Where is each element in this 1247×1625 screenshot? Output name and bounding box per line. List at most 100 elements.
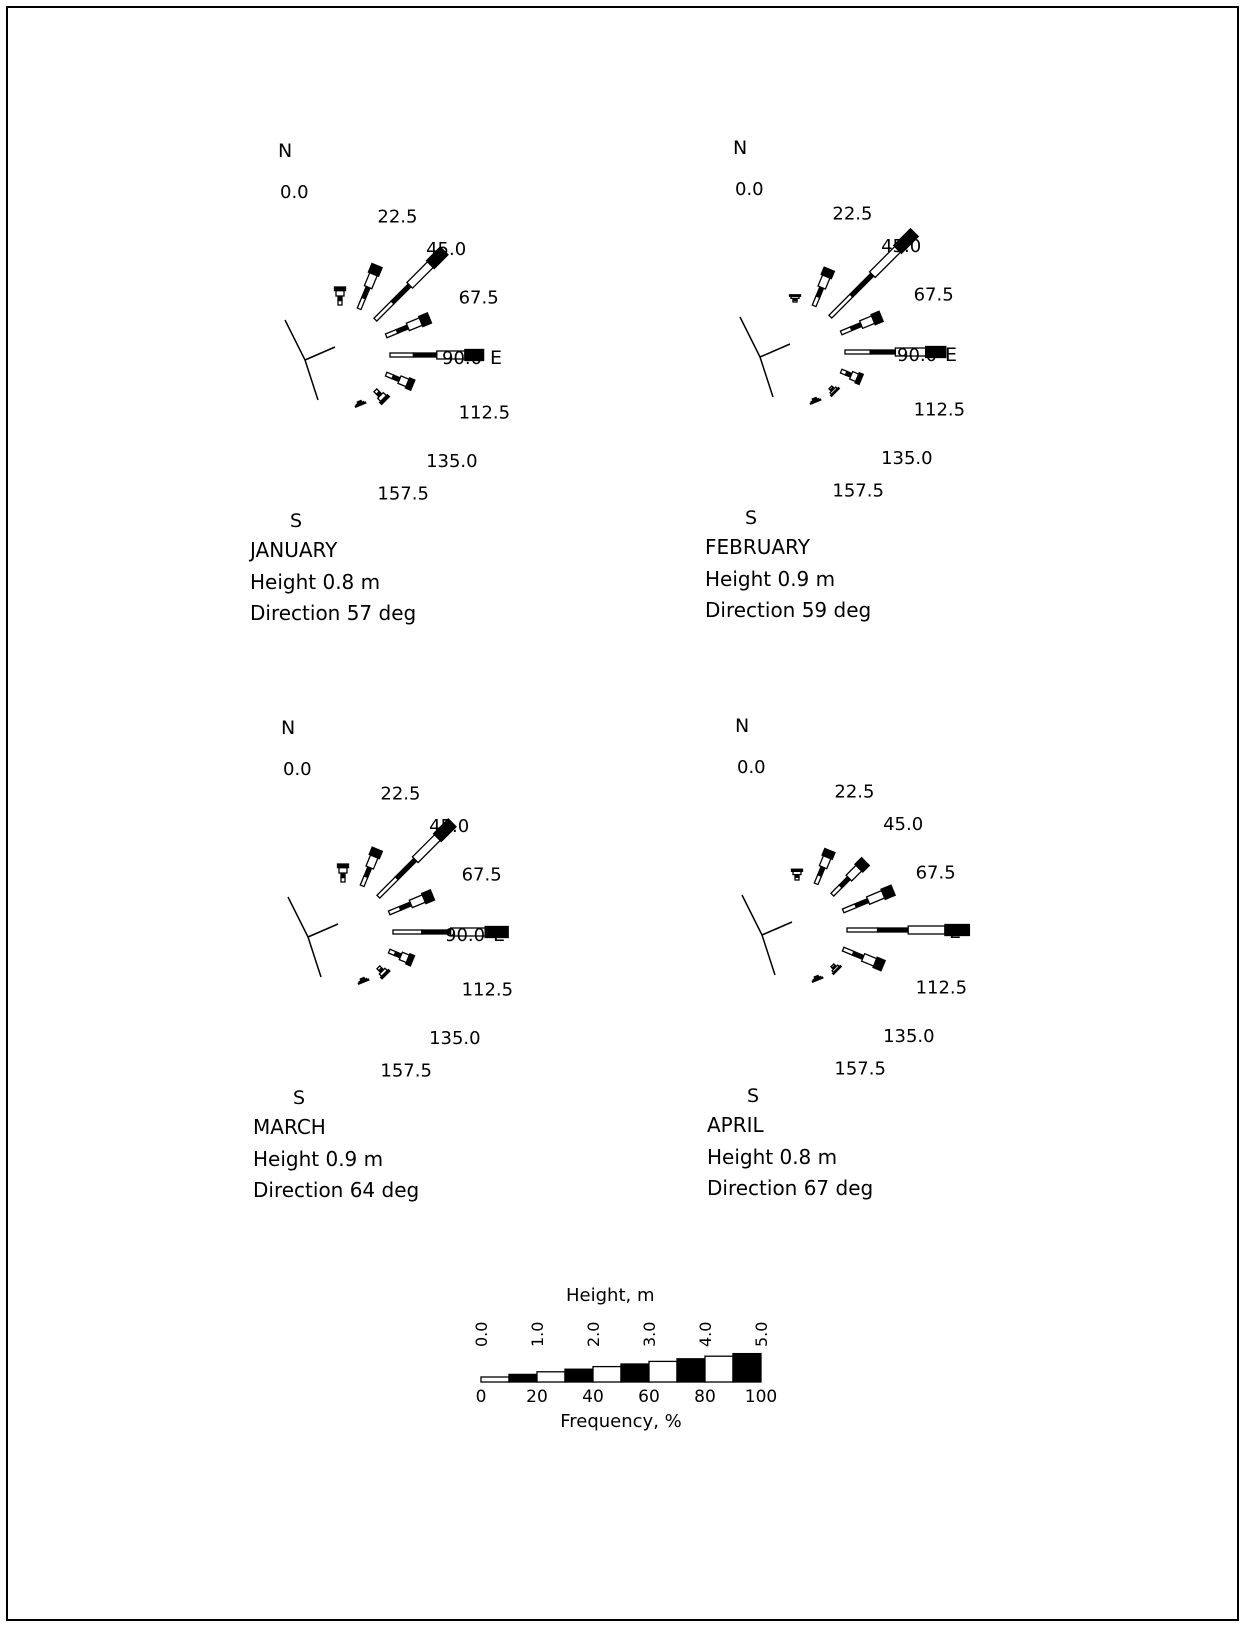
petal-segment — [854, 897, 870, 909]
rose-petal — [359, 846, 384, 888]
direction-label: 22.5 — [380, 783, 420, 804]
direction-label: 135.0 — [429, 1028, 481, 1049]
petal-segment — [869, 349, 897, 355]
direction-label: 157.5 — [832, 481, 884, 502]
petal-segment — [844, 349, 871, 355]
petal-segment — [373, 300, 395, 322]
direction-label: 135.0 — [881, 448, 933, 469]
petal-segment — [356, 296, 367, 311]
rose-petal — [357, 976, 370, 986]
mean-direction: Direction 57 deg — [250, 601, 416, 625]
rose-petal — [356, 262, 383, 311]
origin-marker-line — [284, 319, 306, 361]
direction-label: 112.5 — [459, 402, 511, 423]
petal-segment — [368, 846, 384, 860]
petal-segment — [336, 863, 350, 869]
direction-label: 112.5 — [914, 399, 966, 420]
petal-segment — [387, 905, 402, 916]
petal-segment — [376, 875, 400, 899]
direction-label: 22.5 — [834, 781, 874, 802]
rose-petal — [392, 925, 509, 939]
north-label: N — [278, 140, 292, 162]
petal-segment — [404, 952, 416, 967]
petal-segment — [828, 293, 854, 319]
petal-segment — [390, 282, 413, 305]
petal-segment — [392, 929, 423, 935]
legend-block — [536, 1371, 566, 1383]
petal-segment — [829, 386, 841, 398]
legend-block — [564, 1368, 594, 1383]
rose-petal — [811, 974, 824, 984]
direction-label: 45.0 — [429, 816, 469, 837]
petal-segment — [354, 401, 367, 409]
petal-segment — [379, 968, 391, 980]
petal-segment — [846, 927, 879, 933]
rose-petal — [336, 863, 350, 883]
direction-label: 67.5 — [462, 865, 502, 886]
direction-label: 67.5 — [914, 285, 954, 306]
petal-segment — [944, 923, 971, 937]
east-label: E — [490, 347, 502, 369]
month-title: MARCH — [253, 1115, 326, 1139]
origin-marker-line — [307, 923, 339, 938]
petal-segment — [821, 847, 836, 861]
petal-segment — [432, 818, 457, 843]
page-frame — [6, 6, 1239, 1621]
direction-label: 45.0 — [883, 814, 923, 835]
legend-height-tick: 2.0 — [584, 1322, 603, 1347]
petal-segment — [384, 328, 399, 339]
direction-label: 0.0 — [280, 182, 309, 203]
south-label: S — [745, 507, 757, 529]
rose-petal — [830, 963, 843, 976]
petal-segment — [335, 289, 345, 297]
mean-height: Height 0.9 m — [705, 567, 835, 591]
rose-petal — [333, 286, 347, 306]
rose-petal — [354, 399, 367, 409]
north-label: N — [735, 715, 749, 737]
direction-label: 45.0 — [881, 236, 921, 257]
east-label: E — [493, 924, 505, 946]
south-label: S — [293, 1087, 305, 1109]
mean-height: Height 0.8 m — [707, 1145, 837, 1169]
origin-marker-line — [307, 936, 322, 978]
direction-label: 67.5 — [459, 288, 499, 309]
petal-segment — [876, 927, 909, 933]
petal-segment — [412, 352, 438, 358]
legend-frequency-tick: 0 — [476, 1387, 487, 1407]
direction-label: 135.0 — [426, 451, 478, 472]
rose-petal — [384, 371, 416, 392]
petal-segment — [870, 310, 885, 326]
mean-direction: Direction 59 deg — [705, 598, 871, 622]
legend-block — [732, 1352, 762, 1383]
direction-label: 135.0 — [883, 1026, 935, 1047]
rose-petal — [376, 965, 391, 980]
petal-segment — [360, 285, 371, 300]
legend-frequency-tick: 80 — [694, 1387, 716, 1407]
petal-segment — [338, 866, 348, 874]
legend-height-title: Height, m — [566, 1285, 654, 1306]
rose-petal — [813, 847, 836, 886]
rose-petal — [841, 946, 887, 972]
month-title: JANUARY — [248, 538, 338, 562]
direction-label: 90.0 — [897, 345, 937, 366]
rose-petal — [828, 227, 920, 319]
petal-segment — [337, 299, 343, 306]
rose-petal — [846, 923, 971, 937]
legend-frequency-tick: 60 — [638, 1387, 660, 1407]
petal-segment — [398, 901, 413, 912]
month-title: FEBRUARY — [705, 535, 811, 559]
mean-direction: Direction 67 deg — [707, 1176, 873, 1200]
mean-direction: Direction 64 deg — [253, 1178, 419, 1202]
south-label: S — [290, 510, 302, 532]
petal-segment — [892, 227, 920, 255]
legend-block — [508, 1373, 538, 1383]
direction-label: 0.0 — [735, 179, 764, 200]
mean-height: Height 0.9 m — [253, 1147, 383, 1171]
rose-petal — [830, 856, 871, 897]
mean-height: Height 0.8 m — [250, 570, 380, 594]
north-label: N — [281, 717, 295, 739]
rose-petal — [841, 884, 897, 914]
rose-petal — [384, 312, 433, 339]
east-label: E — [945, 344, 957, 366]
petal-segment — [404, 377, 416, 392]
